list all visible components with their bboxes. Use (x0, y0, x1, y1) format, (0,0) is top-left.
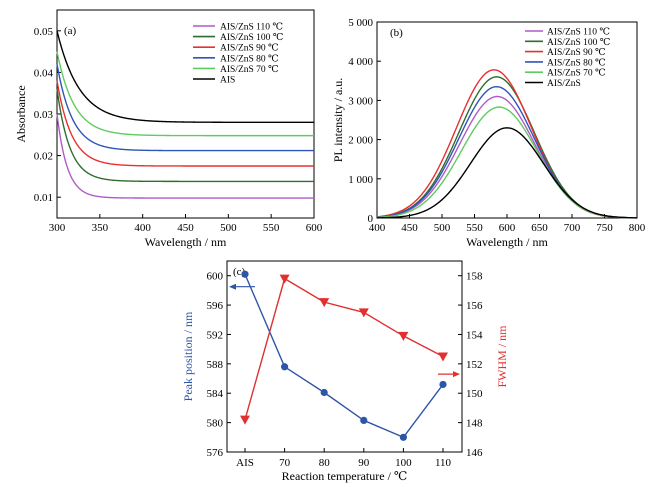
series-line (56, 51, 314, 137)
y-tick-label: 4 000 (348, 56, 373, 68)
series-line (56, 80, 314, 167)
peak-position-point (241, 270, 249, 278)
fwhm-point (279, 274, 290, 284)
x-axis-label: Wavelength / nm (145, 235, 227, 249)
x-tick-label: 450 (177, 222, 194, 234)
y-tick-label: 2 000 (348, 135, 373, 147)
y-tick-label: 0 (368, 213, 374, 225)
legend-label: AIS/ZnS 100 ℃ (220, 33, 284, 43)
y-tick-label: 3 000 (348, 95, 373, 107)
fwhm-point (240, 415, 250, 425)
legend-label: AIS/ZnS 80 ℃ (547, 58, 606, 68)
y-tick-label: 0.02 (34, 151, 53, 163)
right-y-tick-label: 148 (466, 418, 483, 430)
legend-label: AIS/ZnS 100 ℃ (547, 38, 611, 48)
legend-label: AIS/ZnS 90 ℃ (547, 48, 606, 58)
legend-label: AIS/ZnS 110 ℃ (547, 28, 610, 38)
series-line (56, 63, 314, 152)
y-axis-label: PL intensity / a.u. (331, 78, 345, 163)
x-tick-label: 500 (434, 222, 451, 234)
x-tick-label: 450 (401, 222, 418, 234)
y-tick-label: 0.04 (34, 67, 54, 79)
x-tick-label: 110 (435, 457, 452, 469)
x-tick-label: 600 (499, 222, 516, 234)
x-tick-label: AIS (236, 457, 254, 469)
x-tick-label: 400 (134, 222, 151, 234)
x-tick-label: 550 (263, 222, 280, 234)
series-line (56, 88, 314, 183)
legend-label: AIS/ZnS 80 ℃ (220, 54, 279, 64)
x-tick-label: 400 (369, 222, 386, 234)
x-tick-label: 750 (596, 222, 613, 234)
left-y-tick-label: 584 (207, 388, 224, 400)
x-tick-label: 300 (49, 222, 66, 234)
legend-label: AIS/ZnS 90 ℃ (220, 44, 279, 54)
panel-label: (b) (390, 27, 403, 39)
left-y-tick-label: 600 (207, 271, 224, 283)
left-y-axis-label: Peak position / nm (181, 311, 195, 401)
legend-label: AIS (220, 76, 235, 86)
fwhm-point (398, 331, 409, 341)
panel-b-pl-chart: 400 450 500 550 600 650 700 750 800 0 1 000 2 000 3 … (331, 17, 646, 249)
series-line (56, 30, 314, 124)
panel-c-peak-fwhm-chart: AIS 70 80 90 100 110 576 580 584 588 592 596 600 146 1… (181, 260, 509, 483)
x-tick-label: 80 (319, 457, 331, 469)
peak-position-point (399, 433, 407, 441)
fwhm-point (358, 308, 369, 318)
x-tick-label: 700 (564, 222, 581, 234)
x-axis-label: Wavelength / nm (466, 235, 548, 249)
y-tick-label: 5 000 (348, 17, 373, 29)
left-axis-arrowhead (229, 283, 236, 290)
series-line (376, 127, 638, 219)
y-tick-label: 0.05 (34, 26, 54, 38)
left-y-tick-label: 588 (207, 359, 224, 371)
peak-position-point (360, 416, 368, 425)
right-y-tick-label: 150 (466, 388, 483, 400)
x-tick-label: 600 (306, 222, 323, 234)
y-tick-label: 1 000 (348, 174, 373, 186)
fwhm-point (438, 352, 448, 362)
peak-position-point (320, 388, 328, 397)
series-line (56, 113, 314, 199)
right-axis-arrowhead (453, 371, 460, 378)
legend-label: AIS/ZnS 70 ℃ (547, 69, 606, 79)
x-tick-label: 350 (92, 222, 109, 234)
y-axis-label: Absorbance (14, 85, 28, 142)
left-y-tick-label: 596 (207, 300, 224, 312)
y-tick-label: 0.03 (34, 109, 54, 121)
right-y-tick-label: 152 (466, 359, 483, 371)
series-line (376, 85, 638, 219)
peak-position-point (281, 363, 289, 371)
right-y-tick-label: 158 (466, 271, 483, 283)
panel-a-absorbance-chart: 300 350 400 450 500 550 600 0.01 0.02 0.03 0.04 0.0… (14, 9, 323, 249)
fwhm-line (244, 277, 444, 420)
right-y-tick-label: 156 (466, 300, 483, 312)
left-y-tick-label: 592 (207, 329, 224, 341)
peak-position-line (244, 273, 444, 439)
x-tick-label: 90 (358, 457, 370, 469)
right-y-axis-label: FWHM / nm (495, 325, 509, 388)
right-y-tick-label: 146 (466, 447, 483, 459)
left-y-tick-label: 580 (207, 418, 224, 430)
y-tick-label: 0.01 (34, 192, 53, 204)
peak-position-point (439, 380, 447, 389)
legend-label: AIS/ZnS 110 ℃ (220, 23, 283, 33)
x-tick-label: 650 (531, 222, 548, 234)
x-tick-label: 500 (220, 222, 237, 234)
panel-label: (a) (64, 25, 77, 37)
x-tick-label: 100 (395, 457, 412, 469)
x-tick-label: 550 (466, 222, 483, 234)
x-tick-label: 70 (279, 457, 291, 469)
series-line (376, 76, 638, 219)
right-y-tick-label: 154 (466, 329, 483, 341)
fwhm-point (319, 298, 330, 308)
plot-frame (226, 260, 463, 453)
legend-label: AIS/ZnS (547, 79, 581, 89)
legend-label: AIS/ZnS 70 ℃ (220, 65, 279, 75)
left-y-tick-label: 576 (207, 447, 224, 459)
x-axis-label: Reaction temperature / ℃ (282, 469, 408, 483)
x-tick-label: 800 (629, 222, 646, 234)
